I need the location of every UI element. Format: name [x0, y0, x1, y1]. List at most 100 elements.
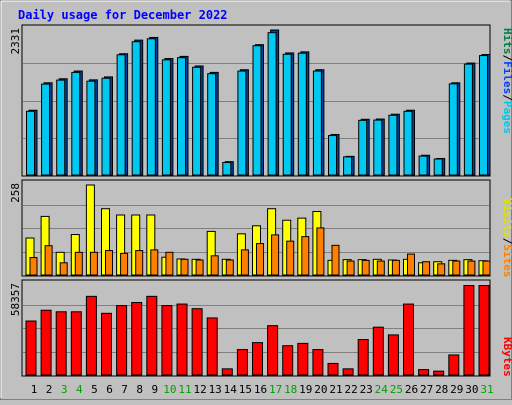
- sites-bar-11: [180, 258, 189, 276]
- sites-bar-24: [376, 260, 385, 276]
- files-bar-22: [343, 156, 353, 176]
- x-label-day-15: 15: [239, 383, 252, 396]
- files-bar-16: [252, 45, 262, 176]
- x-label-day-9: 9: [151, 383, 158, 396]
- hits-legend: Hits/Files/Pages: [501, 28, 512, 134]
- hits-legend-text: Hits/Files/Pages: [501, 28, 512, 134]
- x-label-day-3: 3: [61, 383, 68, 396]
- sites-bar-29: [452, 260, 461, 276]
- x-label-day-30: 30: [465, 383, 478, 396]
- kbytes-bar-22: [342, 368, 354, 376]
- legend-visits: Visits: [501, 198, 512, 238]
- kbytes-bar-19: [297, 342, 309, 376]
- kbytes-bar-11: [176, 303, 188, 376]
- sites-bar-25: [391, 259, 400, 276]
- sites-bar-14: [225, 259, 234, 276]
- files-bar-29: [448, 83, 458, 176]
- kbytes-bar-13: [206, 317, 218, 376]
- x-label-day-22: 22: [344, 383, 357, 396]
- sites-bar-20: [316, 227, 325, 276]
- kbytes-bar-18: [282, 345, 294, 376]
- files-bar-5: [86, 80, 96, 176]
- kbytes-bar-8: [131, 302, 143, 376]
- kbytes-bar-9: [146, 295, 158, 376]
- kbytes-bar-17: [267, 325, 279, 376]
- files-bar-27: [418, 155, 428, 176]
- hits-ymax-label: 2331: [9, 28, 22, 55]
- visits-legend-text: Visits/Sites: [501, 198, 512, 278]
- files-bar-13: [207, 73, 217, 176]
- visits-ymax-label: 258: [9, 183, 22, 203]
- files-bar-17: [267, 32, 277, 176]
- kbytes-bar-12: [191, 308, 203, 376]
- kbytes-bar-7: [116, 305, 128, 376]
- files-bar-15: [237, 70, 247, 176]
- x-label-day-10: 10: [163, 383, 176, 396]
- kbytes-bar-27: [418, 369, 430, 376]
- sites-bar-7: [120, 252, 129, 276]
- x-label-day-7: 7: [121, 383, 128, 396]
- x-label-day-23: 23: [360, 383, 373, 396]
- sites-bar-1: [29, 257, 38, 276]
- sites-bar-8: [135, 250, 144, 276]
- kbytes-bar-16: [252, 342, 263, 376]
- x-label-day-8: 8: [136, 383, 143, 396]
- kbytes-bar-30: [463, 285, 475, 376]
- legend-pages: Pages: [501, 101, 512, 134]
- sites-bar-16: [256, 243, 264, 276]
- files-bar-11: [177, 57, 186, 176]
- kbytes-bar-26: [403, 303, 414, 376]
- sites-bar-21: [331, 244, 340, 276]
- x-axis-day-labels: 1 2 3 4 5 6 7 8 9 10 11 12 13 14 15 16 17 18 19 20 21 22 23 24 2…: [31, 383, 494, 396]
- x-label-day-4: 4: [76, 383, 83, 396]
- kbytes-bar-15: [236, 349, 248, 376]
- kbytes-bar-2: [40, 309, 52, 376]
- sites-bar-18: [286, 240, 295, 276]
- files-bar-4: [71, 71, 81, 176]
- files-bar-2: [41, 83, 51, 176]
- x-label-day-16: 16: [254, 383, 267, 396]
- kbytes-bar-31: [478, 285, 490, 376]
- kbytes-bar-25: [387, 334, 399, 376]
- sites-bar-15: [240, 249, 249, 276]
- files-bar-8: [131, 41, 141, 176]
- files-bar-23: [358, 119, 368, 176]
- kbytes-bar-4: [70, 311, 82, 376]
- x-label-day-25: 25: [390, 383, 403, 396]
- x-label-day-17: 17: [269, 383, 282, 396]
- kbytes-bar-1: [25, 320, 37, 376]
- sites-bar-19: [301, 236, 310, 276]
- files-bar-18: [282, 53, 292, 176]
- files-bar-1: [26, 110, 35, 176]
- x-label-day-19: 19: [299, 383, 312, 396]
- sites-bar-12: [195, 259, 204, 276]
- x-label-day-28: 28: [435, 383, 448, 396]
- files-bar-12: [192, 66, 202, 176]
- x-label-day-6: 6: [106, 383, 113, 396]
- sites-bar-22: [346, 260, 355, 276]
- x-label-day-11: 11: [178, 383, 191, 396]
- legend-sep-3: /: [501, 238, 512, 245]
- legend-kbytes: KBytes: [501, 337, 512, 377]
- sites-bar-5: [89, 251, 98, 276]
- kbytes-ymax-label: 58357: [9, 283, 22, 316]
- kbytes-bar-21: [327, 362, 339, 376]
- x-label-day-5: 5: [91, 383, 98, 396]
- sites-bar-31: [482, 260, 491, 276]
- legend-files: Files: [501, 61, 512, 94]
- files-bar-6: [101, 77, 111, 176]
- files-bar-21: [328, 135, 337, 176]
- files-bar-30: [463, 63, 473, 176]
- files-bar-28: [433, 158, 443, 176]
- kbytes-bar-5: [85, 295, 97, 376]
- kbytes-bar-3: [55, 311, 67, 376]
- legend-hits: Hits: [501, 28, 512, 55]
- legend-sep-1: /: [501, 55, 512, 62]
- legend-sep-2: /: [501, 94, 512, 101]
- x-label-day-2: 2: [46, 383, 53, 396]
- sites-bar-3: [59, 262, 68, 276]
- legend-sites: Sites: [501, 244, 512, 277]
- files-bar-24: [373, 119, 383, 176]
